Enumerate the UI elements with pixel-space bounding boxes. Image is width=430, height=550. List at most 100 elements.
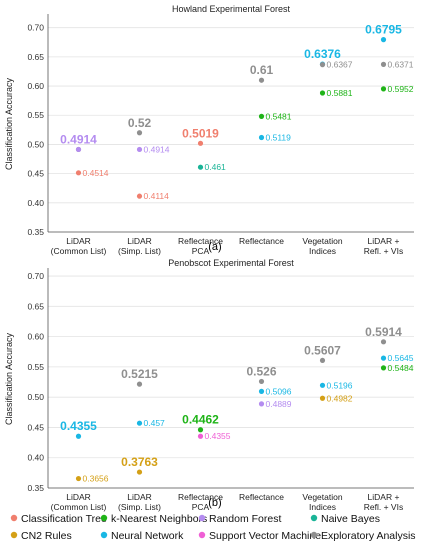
x-tick-label: Reflectance: [239, 236, 284, 246]
x-tick-label: LiDAR: [127, 236, 152, 246]
point-exploratory-analysis: [380, 339, 387, 345]
data-label: 0.6795: [365, 23, 402, 37]
legend-swatch-cn2-rules: [10, 531, 18, 539]
data-label: 0.5119: [266, 132, 292, 142]
data-label: 0.457: [144, 418, 166, 428]
data-label: 0.5196: [327, 380, 353, 390]
panel-howland: Howland Experimental Forest Classificatio…: [4, 4, 414, 256]
y-tick-label: 0.65: [27, 301, 44, 311]
legend-entry-exploratory-analysis: Exploratory Analysis: [321, 530, 416, 542]
data-label: 0.6371: [388, 59, 414, 69]
legend-swatch-exploratory-analysis: [310, 531, 318, 539]
point-cn2-rules: [136, 469, 143, 475]
y-tick-label: 0.40: [27, 453, 44, 463]
data-label: 0.5481: [266, 111, 292, 121]
x-tick-label: (Common List): [51, 246, 107, 256]
data-label: 0.3656: [83, 474, 109, 484]
data-label: 0.5096: [266, 386, 292, 396]
point-neural-network: [75, 433, 82, 439]
y-tick-label: 0.50: [27, 139, 44, 149]
y-tick-label: 0.70: [27, 23, 44, 33]
point-exploratory-analysis: [319, 357, 326, 364]
x-tick-label: Refl. + VIs: [364, 246, 403, 256]
x-tick-label: PCA: [192, 502, 210, 512]
x-tick-label: LiDAR: [66, 492, 91, 502]
point-neural-network: [319, 382, 326, 388]
legend-swatch-neural-network: [100, 531, 108, 539]
data-label: 0.4514: [83, 168, 109, 178]
x-tick-label: Refl. + VIs: [364, 502, 403, 512]
legend-entry-cn2-rules: CN2 Rules: [21, 530, 72, 542]
y-tick-label: 0.35: [27, 227, 44, 237]
data-label: 0.4355: [205, 431, 231, 441]
point-random-forest: [136, 146, 143, 153]
x-tick-label: LiDAR: [66, 236, 91, 246]
x-tick-label: Reflectance: [178, 236, 223, 246]
point-classification-tree: [136, 193, 143, 199]
panel-b-label: (b): [208, 497, 221, 509]
point-exploratory-analysis: [136, 381, 143, 387]
legend-entry-k-nearest-neighbors: k-Nearest Neighbors: [111, 513, 207, 525]
data-label: 0.5645: [388, 353, 414, 363]
data-label: 0.5607: [304, 343, 341, 357]
y-tick-label: 0.65: [27, 52, 44, 62]
legend-swatch-random-forest: [198, 514, 206, 522]
y-tick-label: 0.60: [27, 332, 44, 342]
panel-a-label: (a): [208, 241, 221, 253]
data-label: 0.4982: [327, 393, 353, 403]
x-tick-label: PCA: [192, 246, 210, 256]
point-random-forest: [258, 401, 265, 407]
data-label: 0.61: [250, 63, 274, 77]
point-k-nearest-neighbors: [380, 365, 387, 371]
y-tick-label: 0.40: [27, 198, 44, 208]
legend-entry-random-forest: Random Forest: [209, 513, 281, 525]
y-tick-label: 0.55: [27, 110, 44, 120]
point-k-nearest-neighbors: [258, 113, 265, 119]
point-neural-network: [380, 355, 387, 361]
data-label: 0.5881: [327, 88, 353, 98]
y-tick-label: 0.60: [27, 81, 44, 91]
legend-entry-neural-network: Neural Network: [111, 530, 184, 542]
y-tick-label: 0.50: [27, 392, 44, 402]
data-label: 0.4914: [60, 132, 97, 146]
point-neural-network: [258, 134, 265, 141]
chart-title: Penobscot Experimental Forest: [168, 258, 294, 268]
data-label: 0.4114: [144, 191, 170, 201]
chart-title: Howland Experimental Forest: [172, 4, 291, 14]
x-tick-label: (Common List): [51, 502, 107, 512]
point-neural-network: [258, 388, 265, 394]
data-label: 0.5019: [182, 126, 219, 140]
point-neural-network: [380, 37, 387, 43]
point-cn2-rules: [319, 395, 326, 401]
data-label: 0.4355: [60, 419, 97, 433]
data-label: 0.3763: [121, 455, 158, 469]
data-label: 0.4914: [144, 144, 170, 154]
x-tick-label: Reflectance: [178, 492, 223, 502]
legend-entry-classification-tree: Classification Tree: [21, 513, 107, 525]
x-tick-label: (Simp. List): [118, 246, 161, 256]
x-tick-label: LiDAR +: [368, 236, 400, 246]
data-label: 0.4889: [266, 399, 292, 409]
point-classification-tree: [75, 170, 82, 176]
data-label: 0.6367: [327, 60, 353, 70]
point-exploratory-analysis: [258, 378, 265, 385]
legend-swatch-k-nearest-neighbors: [100, 514, 108, 522]
legend-entry-support-vector-machine: Support Vector Machine: [209, 530, 321, 542]
data-label: 0.4462: [182, 413, 219, 427]
point-exploratory-analysis: [258, 77, 265, 83]
y-tick-label: 0.45: [27, 169, 44, 179]
data-label: 0.6376: [304, 47, 341, 61]
data-label: 0.5952: [388, 84, 414, 94]
y-tick-label: 0.35: [27, 483, 44, 493]
y-tick-label: 0.70: [27, 271, 44, 281]
y-tick-label: 0.55: [27, 362, 44, 372]
point-exploratory-analysis: [319, 62, 326, 68]
point-support-vector-machine: [197, 433, 204, 439]
point-neural-network: [136, 420, 143, 426]
data-label: 0.52: [128, 116, 152, 130]
data-label: 0.461: [205, 162, 227, 172]
x-tick-label: Indices: [309, 502, 336, 512]
x-tick-label: Vegetation: [302, 236, 342, 246]
y-axis-label: Classification Accuracy: [4, 77, 14, 170]
